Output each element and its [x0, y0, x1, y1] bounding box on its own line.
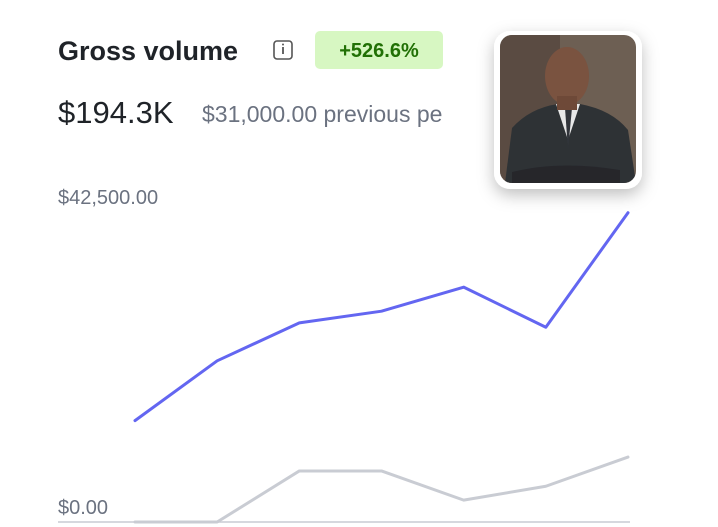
info-icon[interactable]	[273, 40, 293, 60]
change-badge-text: +526.6%	[339, 40, 419, 62]
y-tick-label: $0.00	[58, 497, 108, 519]
chart-title: Gross volume	[58, 36, 238, 66]
y-tick-label: $42,500.00	[58, 187, 158, 209]
series-line	[133, 211, 630, 423]
total-value: $194.3K	[58, 95, 174, 130]
series-line	[133, 455, 630, 524]
avatar-photo	[494, 31, 642, 189]
previous-value: $31,000.00 previous pe	[202, 101, 442, 127]
change-badge	[315, 31, 443, 69]
